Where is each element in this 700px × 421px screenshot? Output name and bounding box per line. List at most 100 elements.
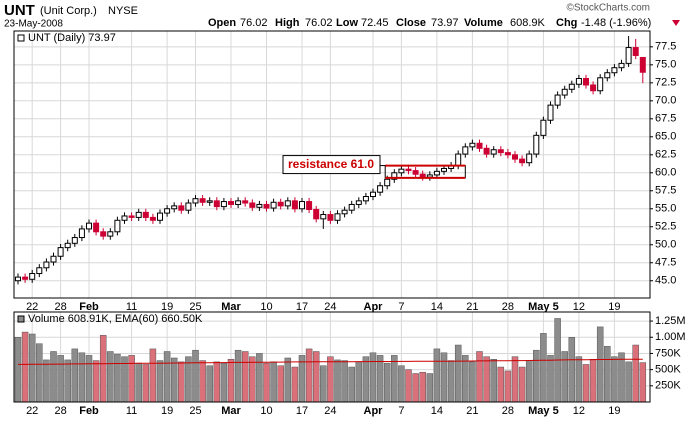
volume-bar [185,356,192,403]
candle-body [228,201,234,205]
candle-body [490,149,497,155]
candle-body [242,200,249,204]
volume-bar [71,348,79,403]
candle-body [291,200,298,210]
volume-bar [114,353,121,403]
volume-bar [163,351,171,403]
candle-body [107,231,114,237]
candle-body [142,211,149,218]
candle-body [320,214,327,220]
candle-body [15,276,21,282]
candle-body [405,168,412,172]
volume-bar [533,349,540,403]
candle-body [57,247,64,257]
x-tick-label: 10 [260,301,272,313]
volume-bar [28,333,36,403]
volume-bar [334,359,341,403]
x-tick-label: 12 [573,405,585,417]
volume-bar [192,349,199,403]
candle-body [135,211,142,218]
high-label: High [275,17,300,29]
x-tick-label: 12 [573,301,585,313]
volume-bar [85,355,93,403]
candle-body [277,201,284,207]
annotation-box [282,155,381,175]
volume-bar [582,364,590,403]
legend-icon [17,34,25,42]
candle-body [568,83,575,90]
x-tick-label: 28 [502,301,514,313]
candle-body [313,208,320,220]
candle-body [128,215,135,218]
candle-body [235,200,242,205]
candle-body [171,205,178,210]
candle-body [455,153,462,167]
legend: UNT (Daily) 73.97 [28,32,116,44]
volume-bar [206,365,213,403]
legend: Volume 608.91K, EMA(60) 660.50K [28,313,203,325]
symbol: UNT [4,2,35,19]
candle-body [554,94,561,106]
volume-bar [547,355,554,403]
volume-bar [454,344,462,403]
volume-bar [376,355,384,403]
candle-body [270,201,277,209]
x-tick-label: 14 [431,301,443,313]
x-tick-label: 14 [431,405,443,417]
volume-bar [490,359,497,403]
volume-bar [320,365,327,403]
volume-bar [518,366,526,403]
x-tick-label: 25 [189,405,201,417]
x-tick-label: Apr [364,405,384,417]
x-tick-label: Mar [221,301,241,313]
volume-bar [291,366,299,403]
candle-body [341,209,348,215]
volume-bar [178,361,185,403]
volume-bar [540,333,547,403]
candle-body [618,62,625,69]
quote-bar: Open 76.02 High 76.02 Low 72.45 Close 73… [208,17,680,29]
candle-body [327,214,334,221]
x-tick-label: 19 [161,405,173,417]
candle-body [362,196,369,202]
volume-bar [568,337,576,403]
candle-body [512,154,518,160]
candle-body [561,88,568,96]
candle-body [398,168,405,174]
volume-bar [142,364,150,403]
volume-bar [43,359,50,403]
candle-body [639,56,646,73]
x-tick-label: 28 [54,405,66,417]
candle-body [149,216,156,221]
exchange: NYSE [108,5,138,17]
volume-bar [355,361,363,403]
candle-body [519,158,526,164]
y-tick-label: 52.5 [655,221,676,233]
volume-bar [227,359,235,403]
volume-bar [220,362,228,403]
y-tick-label: 70.0 [655,95,676,107]
y-tick-label: 57.5 [655,185,676,197]
plot-border [13,30,651,299]
x-tick-label: 11 [126,301,137,313]
x-tick-label: 7 [398,405,404,417]
y-tick-label: 75.0 [655,59,676,71]
volume-bar [305,348,313,403]
candle-body [220,201,227,208]
candle-body [64,242,71,249]
volume-bar [604,346,611,403]
x-tick-label: 19 [161,301,173,313]
candle-body [370,191,376,198]
candle-body [533,134,540,155]
y-tick-label: 50.0 [655,239,676,251]
candle-body [164,208,171,214]
volume-bar [462,355,469,403]
y-tick-label: 250K [655,380,681,392]
legend-icon [17,315,25,323]
chg-value: -1.48 (-1.96%) [581,17,651,29]
volume-bar [419,371,426,403]
y-tick-label: 1.00M [655,331,686,343]
x-tick-label: 22 [26,405,38,417]
volume-bar [14,337,22,403]
